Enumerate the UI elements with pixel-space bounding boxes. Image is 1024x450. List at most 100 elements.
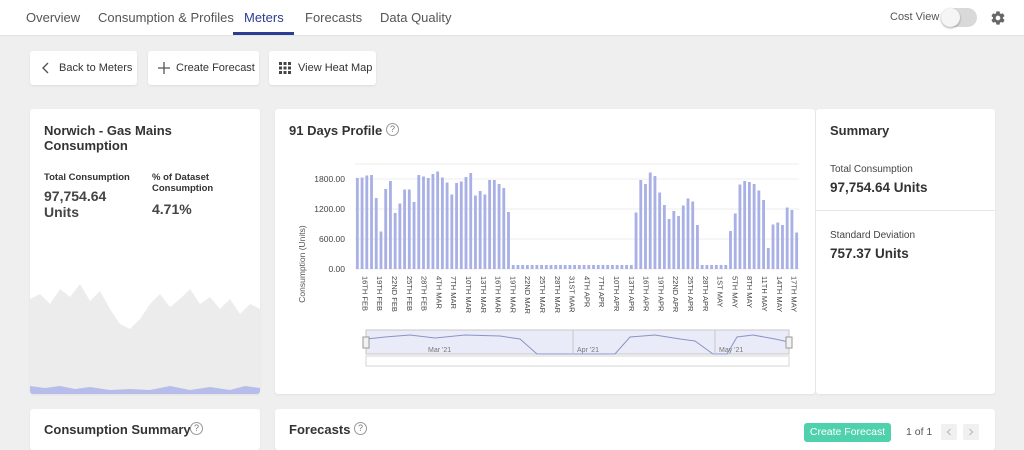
tab-consumption-profiles[interactable]: Consumption & Profiles — [98, 10, 234, 25]
help-icon[interactable]: ? — [354, 422, 367, 435]
chart-bar[interactable] — [615, 265, 619, 269]
chart-bar[interactable] — [525, 265, 529, 269]
chart-bar[interactable] — [389, 181, 392, 269]
chart-bar[interactable] — [450, 194, 454, 270]
chart-bar[interactable] — [762, 200, 765, 269]
chart-bar[interactable] — [667, 219, 671, 269]
chart-bar[interactable] — [403, 189, 407, 270]
chart-bar[interactable] — [360, 177, 364, 270]
chart-bar[interactable] — [497, 184, 501, 269]
chart-bar[interactable] — [554, 265, 558, 269]
chart-bar[interactable] — [705, 265, 709, 269]
chart-bar[interactable] — [738, 184, 742, 270]
chart-bar[interactable] — [398, 203, 402, 270]
chart-bar[interactable] — [747, 182, 751, 269]
chart-bar[interactable] — [634, 212, 638, 270]
chart-bar[interactable] — [611, 265, 614, 269]
navigator-right-handle[interactable] — [785, 336, 793, 349]
chart-bar[interactable] — [511, 265, 515, 269]
range-navigator[interactable]: Mar '21 Apr '21 May '21 — [362, 329, 793, 367]
chart-bar[interactable] — [790, 210, 794, 269]
chart-bar[interactable] — [559, 265, 562, 269]
chart-bar[interactable] — [606, 265, 610, 269]
chart-bar[interactable] — [440, 177, 444, 270]
back-to-meters-button[interactable]: Back to Meters — [30, 51, 137, 85]
chart-bar[interactable] — [653, 176, 657, 269]
chart-bar[interactable] — [771, 224, 775, 270]
chart-bar[interactable] — [568, 265, 572, 269]
chart-bar[interactable] — [752, 184, 756, 269]
chart-bar[interactable] — [743, 181, 747, 269]
chart-bar[interactable] — [766, 248, 770, 269]
chart-bar[interactable] — [521, 265, 525, 269]
next-page-button[interactable] — [963, 424, 979, 440]
chart-bar[interactable] — [658, 192, 662, 270]
chart-bar[interactable] — [719, 265, 723, 269]
chart-bar[interactable] — [714, 265, 718, 269]
chart-bar[interactable] — [459, 181, 463, 270]
chart-bar[interactable] — [455, 183, 458, 269]
chart-bar[interactable] — [733, 213, 737, 270]
chart-bar[interactable] — [393, 213, 397, 269]
navigator-left-handle[interactable] — [362, 336, 370, 349]
chart-bar[interactable] — [710, 265, 714, 269]
chart-bar[interactable] — [696, 225, 699, 269]
chart-bar[interactable] — [483, 194, 487, 270]
chart-bar[interactable] — [677, 216, 680, 269]
chart-bar[interactable] — [507, 212, 510, 269]
chart-bar[interactable] — [379, 231, 383, 270]
chart-bar[interactable] — [478, 191, 482, 269]
chart-bar[interactable] — [757, 190, 761, 270]
navigator-scrollbar[interactable] — [365, 355, 790, 367]
chart-bar[interactable] — [464, 177, 468, 269]
tab-meters[interactable]: Meters — [244, 10, 284, 25]
chart-bar[interactable] — [563, 265, 567, 269]
chart-bar[interactable] — [412, 202, 416, 269]
tab-forecasts[interactable]: Forecasts — [305, 10, 363, 25]
chart-bar[interactable] — [601, 265, 605, 269]
chart-bar[interactable] — [625, 265, 629, 269]
chart-bar[interactable] — [431, 174, 435, 269]
chart-bar[interactable] — [540, 265, 543, 269]
chart-bar[interactable] — [700, 265, 704, 269]
chart-bar[interactable] — [729, 231, 732, 269]
chart-bar[interactable] — [724, 265, 728, 269]
help-icon[interactable]: ? — [386, 123, 399, 136]
chart-bar[interactable] — [648, 172, 652, 270]
chart-bar[interactable] — [582, 265, 586, 269]
chart-bar[interactable] — [407, 189, 411, 270]
chart-bar[interactable] — [691, 201, 695, 270]
chart-bar[interactable] — [422, 176, 425, 270]
gear-icon[interactable] — [990, 10, 1006, 26]
chart-bar[interactable] — [426, 178, 430, 269]
chart-bar[interactable] — [502, 188, 506, 269]
tab-overview[interactable]: Overview — [26, 10, 81, 25]
chart-bar[interactable] — [672, 211, 676, 269]
chart-bar[interactable] — [436, 171, 440, 270]
help-icon[interactable]: ? — [190, 422, 203, 435]
chart-bar[interactable] — [795, 232, 799, 270]
chart-bar[interactable] — [530, 265, 534, 269]
chart-bar[interactable] — [577, 265, 581, 269]
create-forecast-button[interactable]: Create Forecast — [804, 423, 891, 442]
tab-data-quality[interactable]: Data Quality — [380, 10, 452, 25]
chart-bar[interactable] — [474, 195, 477, 270]
chart-bar[interactable] — [596, 265, 600, 269]
chart-bar[interactable] — [587, 265, 591, 269]
chart-bar[interactable] — [776, 222, 780, 270]
chart-bar[interactable] — [445, 182, 449, 270]
chart-bar[interactable] — [384, 189, 388, 269]
chart-bar[interactable] — [516, 265, 520, 269]
chart-bar[interactable] — [544, 265, 548, 269]
chart-bar[interactable] — [686, 198, 690, 270]
chart-bar[interactable] — [629, 265, 633, 269]
chart-bar[interactable] — [355, 178, 359, 269]
chart-bar[interactable] — [370, 175, 373, 269]
create-forecast-toolbar-button[interactable]: Create Forecast — [148, 51, 259, 85]
chart-bar[interactable] — [488, 180, 492, 269]
chart-bar[interactable] — [639, 180, 643, 269]
chart-bar[interactable] — [662, 205, 666, 269]
chart-bar[interactable] — [535, 265, 539, 269]
prev-page-button[interactable] — [941, 424, 957, 440]
chart-bar[interactable] — [417, 175, 421, 269]
